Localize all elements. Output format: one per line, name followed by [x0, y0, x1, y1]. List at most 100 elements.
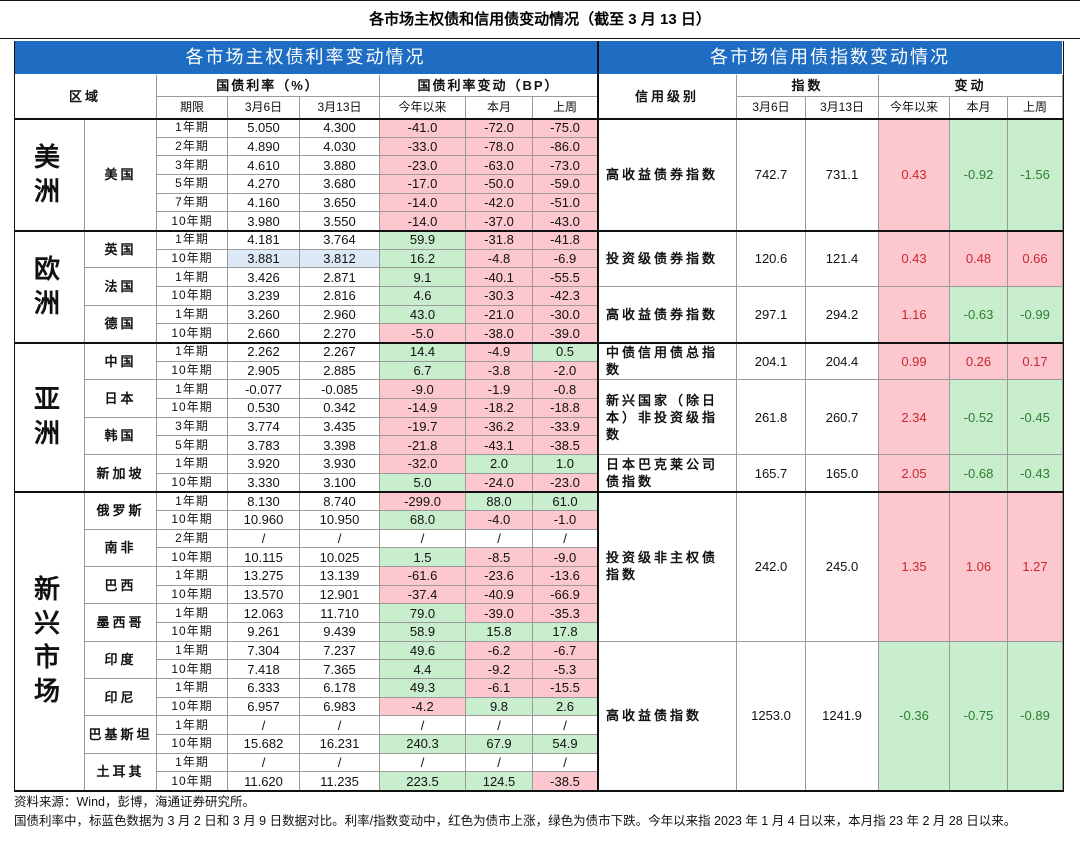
rate-value: 10.115 — [228, 548, 300, 567]
term: 10年期 — [157, 623, 228, 642]
rate-value: / — [380, 716, 466, 735]
rate-value: -41.8 — [533, 231, 598, 250]
credit-grade: 高收益债指数 — [598, 641, 737, 791]
rate-value: 3.880 — [300, 156, 380, 175]
rate-value: 9.8 — [466, 697, 533, 717]
term: 10年期 — [157, 548, 228, 567]
rate-value: 4.160 — [228, 193, 300, 213]
index-value: 0.17 — [1008, 343, 1063, 381]
term: 7年期 — [157, 193, 228, 213]
rate-value: / — [380, 529, 466, 549]
term: 10年期 — [157, 697, 228, 717]
rate-value: -33.9 — [533, 417, 598, 437]
index-value: 1.27 — [1008, 492, 1063, 642]
rate-value: -21.8 — [380, 436, 466, 455]
rate-value: 13.139 — [300, 567, 380, 586]
term: 10年期 — [157, 249, 228, 269]
rate-value: / — [466, 529, 533, 549]
rate-value: -23.0 — [380, 156, 466, 175]
rate-value: -41.0 — [380, 119, 466, 138]
col-header: 国债利率（%） — [157, 75, 380, 97]
index-value: 297.1 — [737, 287, 806, 343]
term: 1年期 — [157, 604, 228, 623]
rate-value: / — [380, 753, 466, 773]
country: 土耳其 — [85, 753, 157, 791]
rate-value: 6.983 — [300, 697, 380, 717]
rate-value: / — [466, 716, 533, 735]
rate-value: -73.0 — [533, 156, 598, 175]
rate-value: 5.050 — [228, 119, 300, 138]
term: 10年期 — [157, 361, 228, 381]
rate-value: -72.0 — [466, 119, 533, 138]
rate-value: 79.0 — [380, 604, 466, 623]
col-subheader: 今年以来 — [879, 97, 950, 119]
rate-value: -0.085 — [300, 380, 380, 399]
rate-value: 2.960 — [300, 305, 380, 325]
rate-value: -9.0 — [533, 548, 598, 567]
index-value: 204.1 — [737, 343, 806, 381]
index-value: 1241.9 — [806, 641, 879, 791]
rate-value: -2.0 — [533, 361, 598, 381]
rate-value: -299.0 — [380, 492, 466, 511]
rate-value: 240.3 — [380, 735, 466, 754]
rate-value: / — [228, 753, 300, 773]
rate-value: 16.2 — [380, 249, 466, 269]
region: 亚洲 — [14, 343, 85, 493]
index-value: -0.52 — [950, 380, 1008, 455]
rate-value: -14.9 — [380, 399, 466, 418]
rate-value: -36.2 — [466, 417, 533, 437]
credit-grade: 高收益债券指数 — [598, 287, 737, 343]
rate-value: 2.871 — [300, 268, 380, 287]
rate-value: -33.0 — [380, 137, 466, 157]
rate-value: -6.9 — [533, 249, 598, 269]
col-subheader: 上周 — [533, 97, 598, 119]
region: 新兴市场 — [14, 492, 85, 791]
rate-value: -78.0 — [466, 137, 533, 157]
rate-value: 3.330 — [228, 473, 300, 493]
rate-value: 11.710 — [300, 604, 380, 623]
rate-value: 10.960 — [228, 511, 300, 530]
rate-value: -0.077 — [228, 380, 300, 399]
rate-value: -9.0 — [380, 380, 466, 399]
index-value: -0.36 — [879, 641, 950, 791]
index-value: 742.7 — [737, 119, 806, 231]
title: 各市场主权债和信用债变动情况（截至 3 月 13 日） — [369, 11, 711, 28]
index-value: 2.05 — [879, 455, 950, 493]
rate-value: 9.439 — [300, 623, 380, 642]
rate-value: -38.0 — [466, 324, 533, 343]
section-rule — [14, 230, 1063, 232]
rate-value: 59.9 — [380, 231, 466, 250]
rate-value: / — [300, 753, 380, 773]
col-subheader: 本月 — [466, 97, 533, 119]
rate-value: 10.950 — [300, 511, 380, 530]
rate-value: 68.0 — [380, 511, 466, 530]
index-value: -0.89 — [1008, 641, 1063, 791]
rate-value: -43.0 — [533, 212, 598, 231]
rate-value: -31.8 — [466, 231, 533, 250]
term: 10年期 — [157, 585, 228, 605]
term: 1年期 — [157, 119, 228, 138]
index-value: 165.0 — [806, 455, 879, 493]
rate-value: 15.8 — [466, 623, 533, 642]
term: 1年期 — [157, 455, 228, 474]
credit-grade: 投资级非主权债指数 — [598, 492, 737, 642]
rate-value: 3.774 — [228, 417, 300, 437]
rate-value: 4.4 — [380, 660, 466, 679]
country: 印尼 — [85, 679, 157, 717]
rate-value: 4.890 — [228, 137, 300, 157]
term: 5年期 — [157, 175, 228, 194]
term: 1年期 — [157, 567, 228, 586]
section-rule — [14, 790, 1063, 792]
country: 中国 — [85, 343, 157, 381]
rate-value: 12.901 — [300, 585, 380, 605]
rate-value: 223.5 — [380, 772, 466, 791]
region: 美洲 — [14, 119, 85, 231]
rate-value: 6.333 — [228, 679, 300, 698]
index-value: -0.99 — [1008, 287, 1063, 343]
rate-value: / — [300, 716, 380, 735]
rate-value: 6.7 — [380, 361, 466, 381]
rate-value: / — [533, 753, 598, 773]
rate-value: 61.0 — [533, 492, 598, 511]
rate-value: 7.418 — [228, 660, 300, 679]
rate-value: 0.5 — [533, 343, 598, 362]
